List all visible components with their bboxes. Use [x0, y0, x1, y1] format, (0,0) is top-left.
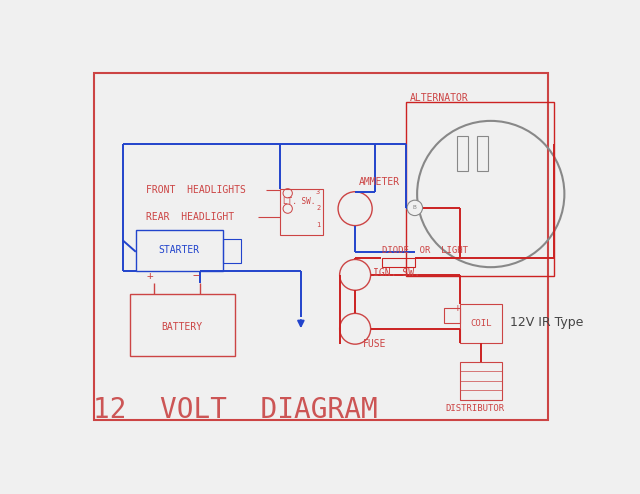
Bar: [444, 308, 460, 324]
Bar: [223, 240, 241, 262]
Bar: [460, 304, 502, 343]
Text: DIODE  OR  LIGHT: DIODE OR LIGHT: [382, 246, 468, 255]
Text: LT. SW.: LT. SW.: [283, 197, 316, 206]
Text: BATTERY: BATTERY: [162, 322, 203, 332]
Text: STARTER: STARTER: [159, 245, 200, 255]
Text: COIL: COIL: [470, 319, 492, 328]
Bar: [280, 189, 323, 235]
Bar: [460, 362, 502, 401]
Text: −: −: [193, 271, 200, 282]
Text: 12V IR Type: 12V IR Type: [510, 316, 584, 329]
Text: 3: 3: [316, 189, 320, 195]
Bar: [406, 102, 554, 277]
Text: B: B: [413, 206, 417, 210]
Text: FRONT  HEADLIGHTS: FRONT HEADLIGHTS: [146, 185, 246, 195]
Text: IGN. SW.: IGN. SW.: [373, 268, 420, 278]
Text: REAR  HEADLIGHT: REAR HEADLIGHT: [146, 212, 234, 222]
Text: FUSE: FUSE: [363, 339, 387, 349]
Ellipse shape: [407, 200, 422, 215]
Text: 1: 1: [316, 222, 320, 228]
Bar: [131, 294, 235, 356]
Text: ALTERNATOR: ALTERNATOR: [410, 93, 468, 103]
Bar: [136, 230, 223, 271]
Text: AMMETER: AMMETER: [359, 177, 400, 188]
Text: +: +: [147, 271, 153, 282]
Text: 2: 2: [316, 205, 320, 211]
Bar: [477, 136, 488, 171]
Bar: [458, 136, 468, 171]
Text: 12  VOLT  DIAGRAM: 12 VOLT DIAGRAM: [93, 396, 378, 424]
Text: DISTRIBUTOR: DISTRIBUTOR: [445, 404, 505, 412]
Bar: [382, 258, 415, 267]
Text: +: +: [455, 303, 461, 313]
